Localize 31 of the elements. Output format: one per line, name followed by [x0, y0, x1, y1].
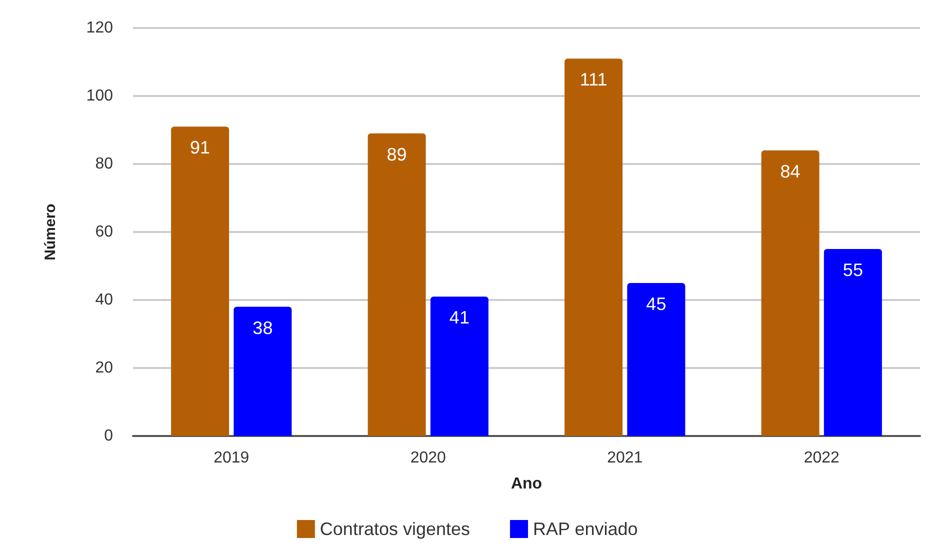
- bar: [171, 126, 230, 436]
- data-label: 55: [842, 260, 863, 280]
- bar: [564, 58, 623, 436]
- data-label: 38: [252, 318, 273, 338]
- y-tick-label: 80: [95, 156, 114, 172]
- x-tick-label: 2022: [804, 450, 840, 466]
- data-label: 91: [190, 138, 210, 158]
- data-label: 45: [646, 294, 666, 314]
- legend-label: RAP enviado: [533, 519, 638, 539]
- bar: [627, 283, 686, 436]
- y-tick-label: 40: [95, 292, 114, 308]
- bar: [368, 133, 426, 436]
- y-tick-label: 60: [95, 224, 114, 240]
- y-tick-label: 120: [86, 20, 114, 36]
- bar: [234, 306, 292, 436]
- data-label: 89: [386, 144, 407, 164]
- x-tick-label: 2021: [607, 450, 643, 466]
- x-tick-label: 2020: [410, 450, 446, 466]
- bar: [824, 249, 882, 436]
- y-tick-label: 20: [95, 360, 114, 376]
- data-label: 41: [449, 308, 470, 328]
- data-label: 111: [580, 70, 608, 90]
- data-label: 84: [780, 161, 800, 182]
- y-tick-label: 100: [86, 88, 114, 104]
- legend-label: Contratos vigentes: [320, 519, 470, 539]
- bar: [430, 296, 488, 436]
- y-tick-label: 0: [104, 428, 114, 444]
- bar: [761, 150, 820, 436]
- x-axis-title: Ano: [510, 476, 542, 492]
- y-axis-title: Número: [42, 204, 59, 260]
- x-tick-label: 2019: [214, 450, 250, 466]
